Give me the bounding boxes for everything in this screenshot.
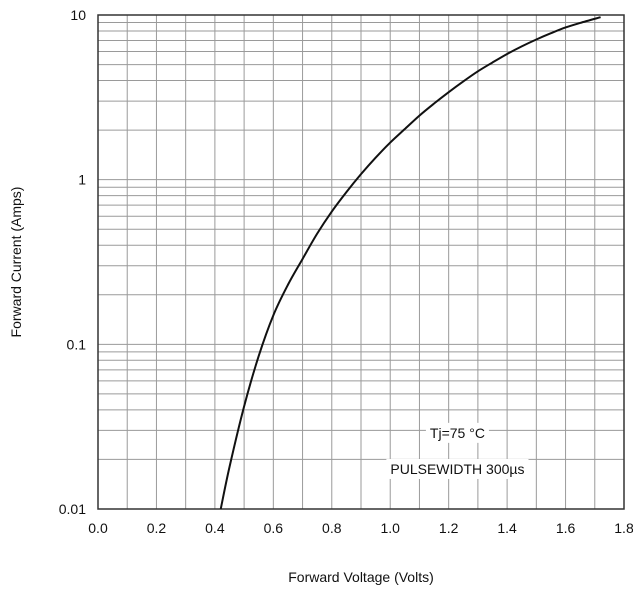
annotation-label: PULSEWIDTH 300µs xyxy=(390,461,524,477)
y-tick-label: 0.01 xyxy=(59,501,86,517)
x-tick-label: 1.4 xyxy=(497,520,517,536)
y-axis-label: Forward Current (Amps) xyxy=(8,187,24,338)
x-tick-label: 1.6 xyxy=(556,520,576,536)
y-tick-label: 0.1 xyxy=(67,336,87,352)
x-tick-label: 1.8 xyxy=(614,520,633,536)
x-tick-label: 0.0 xyxy=(88,520,108,536)
x-tick-label: 0.2 xyxy=(147,520,167,536)
series-layer xyxy=(219,16,601,510)
annotation-background xyxy=(386,458,529,479)
x-tick-label: 0.6 xyxy=(264,520,284,536)
plot-frame xyxy=(97,14,625,510)
y-tick-label: 10 xyxy=(70,7,86,23)
annotation-label: Tj=75 °C xyxy=(430,425,485,441)
x-tick-label: 1.2 xyxy=(439,520,459,536)
y-tick-label: 1 xyxy=(78,172,86,188)
x-tick-label: 0.8 xyxy=(322,520,342,536)
grid xyxy=(98,15,624,509)
x-tick-label: 0.4 xyxy=(205,520,225,536)
x-tick-label: 1.0 xyxy=(380,520,400,536)
annotations: Tj=75 °C PULSEWIDTH 300µs xyxy=(386,422,529,479)
series-curve xyxy=(219,16,601,510)
x-axis-label: Forward Voltage (Volts) xyxy=(288,569,434,585)
annotation-background xyxy=(425,422,489,443)
tick-labels: 0.0 0.2 0.4 0.6 0.8 1.0 1.2 1.4 1.6 1.8 0.01 0.1 1 10 xyxy=(59,7,633,536)
